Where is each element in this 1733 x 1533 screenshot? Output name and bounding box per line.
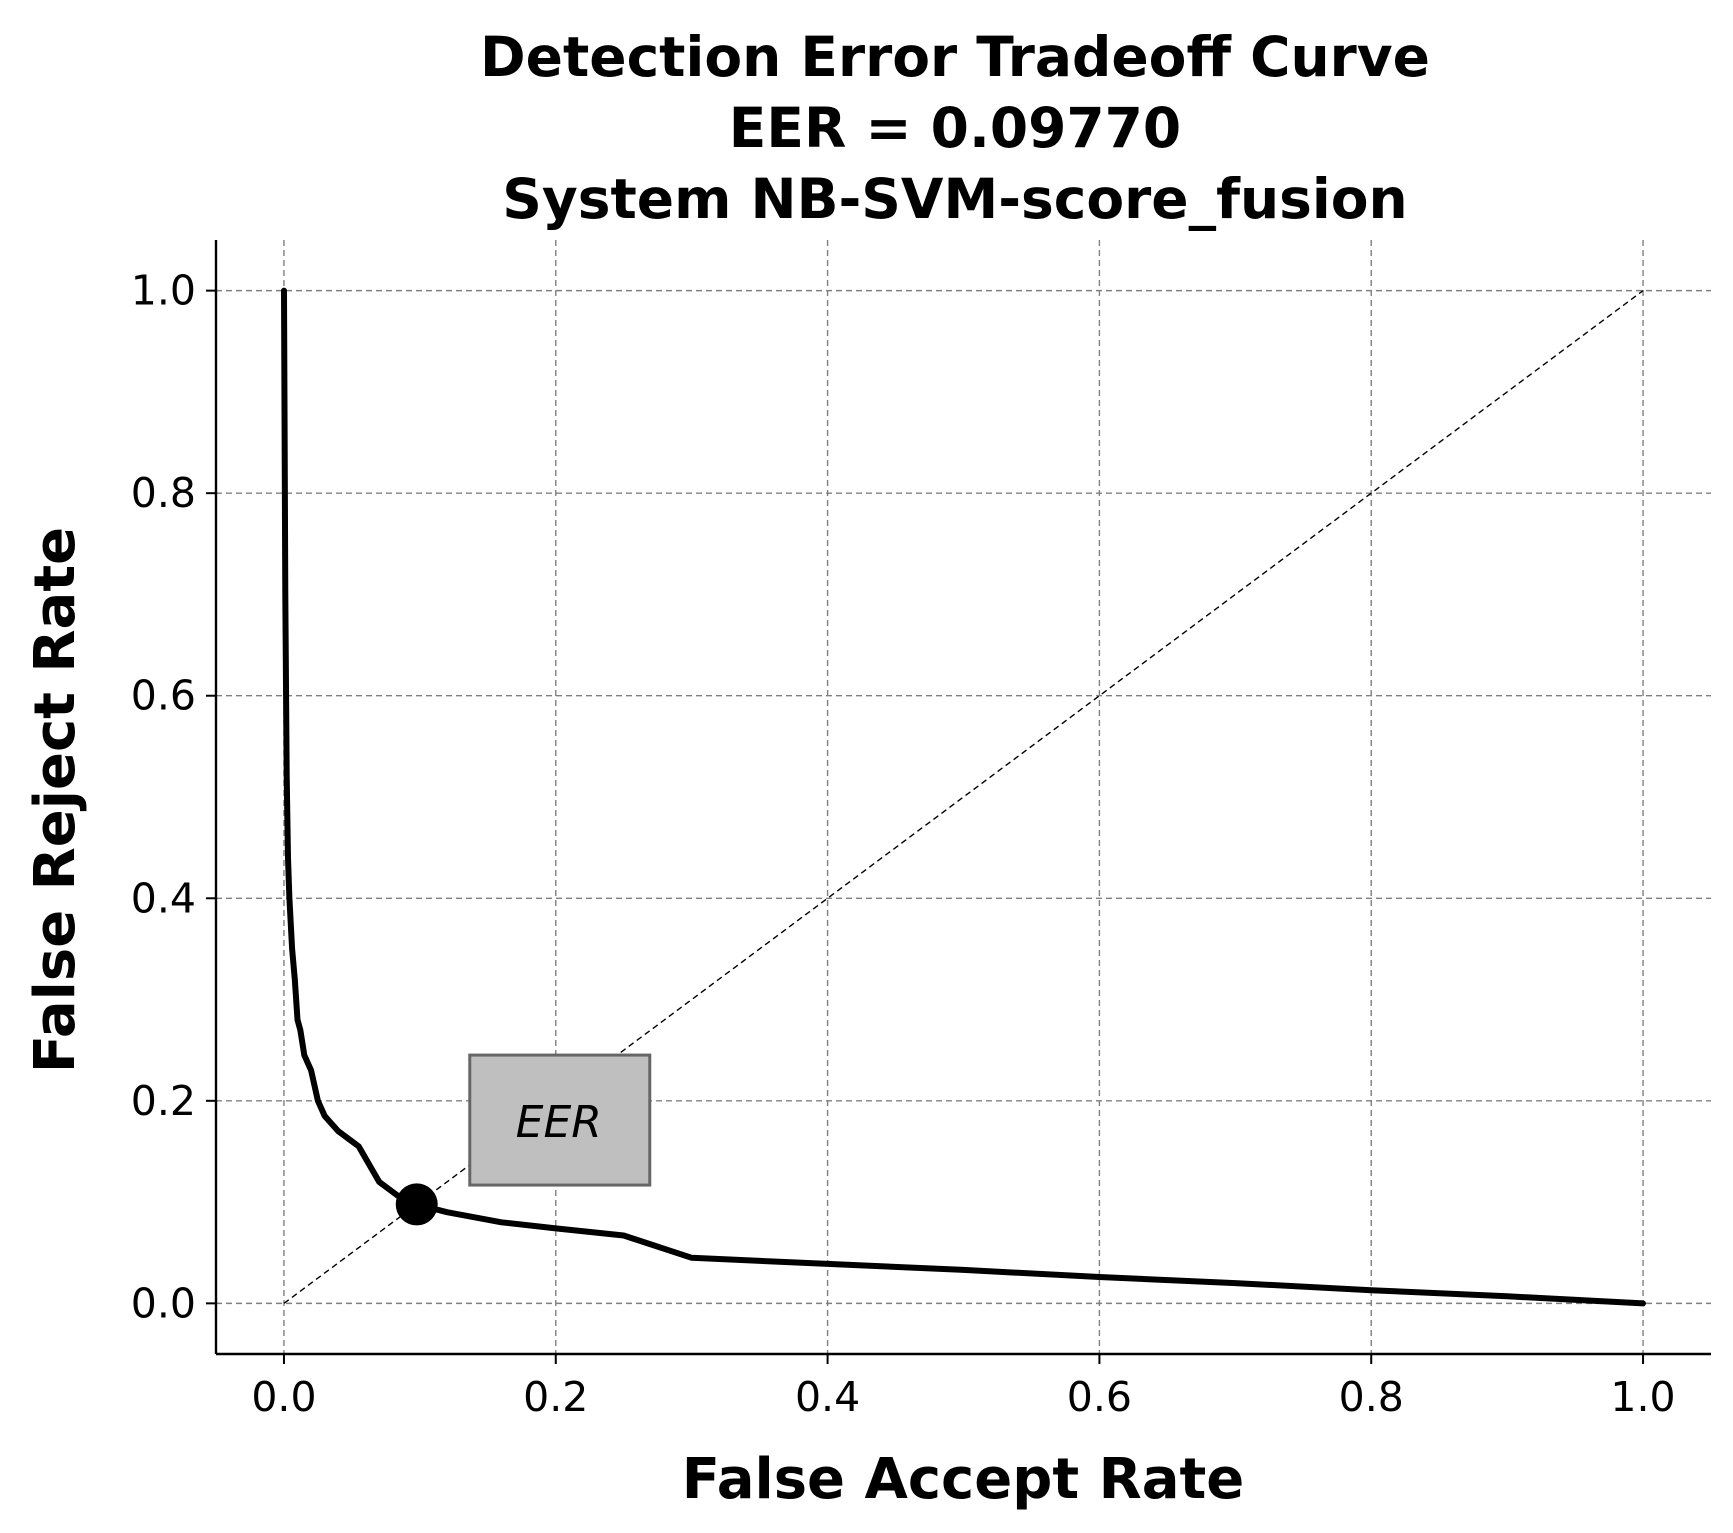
eer-annotation-box bbox=[468, 1053, 652, 1187]
eer-annotation-text: EER bbox=[516, 1097, 602, 1148]
chart-title-line-3: System NB-SVM-score_fusion bbox=[502, 167, 1407, 231]
eer-point bbox=[395, 1183, 438, 1226]
x-tick-label: 0.2 bbox=[523, 1373, 588, 1421]
axis-layer bbox=[214, 240, 1711, 1356]
y-tick-label: 0.8 bbox=[131, 469, 196, 517]
chart-title-line-1: Detection Error Tradeoff Curve bbox=[480, 25, 1430, 89]
y-tick-label: 0.2 bbox=[131, 1077, 196, 1125]
x-axis-label: False Accept Rate bbox=[682, 1447, 1245, 1512]
series-layer bbox=[281, 287, 1646, 1307]
y-tick-label: 0.0 bbox=[131, 1279, 196, 1327]
x-tick-label: 0.4 bbox=[795, 1373, 860, 1421]
y-axis-label: False Reject Rate bbox=[23, 527, 88, 1073]
y-tick-label: 1.0 bbox=[131, 267, 196, 315]
x-tick-label: 0.6 bbox=[1067, 1373, 1132, 1421]
tick-layer: 0.0 0.2 0.4 0.6 0.8 1.0 0.0 0.2 0.4 0.6 0.8 1.0 bbox=[131, 267, 1676, 1421]
x-tick-label: 1.0 bbox=[1610, 1373, 1675, 1421]
chart-title-line-2: EER = 0.09770 bbox=[729, 96, 1181, 160]
x-tick-label: 0.8 bbox=[1339, 1373, 1404, 1421]
y-tick-label: 0.6 bbox=[131, 672, 196, 720]
annotation-layer: EER bbox=[395, 1053, 652, 1226]
x-tick-label: 0.0 bbox=[251, 1373, 316, 1421]
y-tick-label: 0.4 bbox=[131, 874, 196, 922]
det-curve-line bbox=[281, 287, 1646, 1307]
